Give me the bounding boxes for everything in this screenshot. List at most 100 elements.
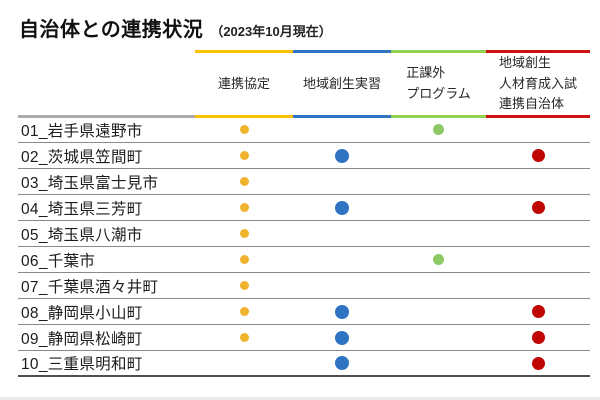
header-label-line: 連携協定 (217, 75, 270, 91)
entrance-exam-partner-mark-dot (531, 149, 545, 162)
cell-regional-internship (293, 143, 391, 168)
table-row: 02_茨城県笠間町 (18, 143, 590, 169)
municipality-label: 01_岩手県遠野市 (21, 122, 143, 140)
header-label-line: 地域創生 (498, 55, 551, 70)
table-row: 03_埼玉県富士見市 (18, 169, 590, 195)
municipality-label: 04_埼玉県三芳町 (21, 200, 143, 218)
regional-internship-mark-dot (335, 304, 349, 319)
header-label-extracurricular-program: 正課外 プログラム (406, 63, 471, 104)
regional-internship-mark-dot (335, 356, 349, 370)
cell-partnership-agreement (195, 195, 293, 220)
cell-entrance-exam-partner (486, 195, 590, 220)
page-title: 自治体との連携状況 （2023年10月現在） (19, 13, 332, 42)
cell-partnership-agreement (195, 273, 293, 298)
table-header-row: 連携協定 地域創生実習 正課外 プログラム 地域創生 人材育成入試 連携自治体 (18, 50, 590, 118)
cell-extracurricular-program (391, 117, 486, 142)
cell-entrance-exam-partner (486, 117, 590, 142)
table-row: 08_静岡県小山町 (18, 299, 590, 325)
header-label-line: 地域創生実習 (302, 75, 381, 91)
partnership-agreement-mark-dot (239, 203, 249, 212)
header-cell-regional-internship: 地域創生実習 (293, 50, 391, 118)
cell-partnership-agreement (195, 351, 293, 375)
title-date-note: （2023年10月現在） (210, 24, 332, 39)
cell-regional-internship (293, 221, 391, 246)
partnership-agreement-mark-dot (239, 307, 249, 316)
municipality-label: 09_静岡県松崎町 (21, 330, 143, 348)
cell-partnership-agreement (195, 143, 293, 168)
cell-entrance-exam-partner (486, 143, 590, 168)
cell-entrance-exam-partner (486, 351, 590, 375)
cell-regional-internship (293, 325, 391, 350)
table-row: 10_三重県明和町 (18, 351, 590, 377)
municipality-label: 10_三重県明和町 (21, 356, 143, 373)
header-label-line: 人材育成入試 (498, 75, 577, 91)
partnership-status-table: 連携協定 地域創生実習 正課外 プログラム 地域創生 人材育成入試 連携自治体 01_岩手県… (18, 50, 590, 377)
header-label-regional-internship: 地域創生実習 (303, 74, 381, 95)
cell-entrance-exam-partner (486, 299, 590, 324)
table-body: 01_岩手県遠野市 02_茨城県笠間町 03_埼玉県富士見市 04_埼玉県三芳町 05_… (18, 117, 590, 377)
cell-regional-internship (293, 273, 391, 298)
header-cell-municipality (18, 50, 195, 118)
table-row: 01_岩手県遠野市 (18, 117, 590, 143)
cell-regional-internship (293, 169, 391, 194)
cell-extracurricular-program (391, 143, 486, 168)
header-label-partnership-agreement: 連携協定 (218, 74, 270, 95)
entrance-exam-partner-mark-dot (531, 356, 545, 370)
header-cell-partnership-agreement: 連携協定 (195, 50, 293, 118)
cell-extracurricular-program (391, 169, 486, 194)
regional-internship-mark-dot (335, 330, 349, 345)
cell-extracurricular-program (391, 299, 486, 324)
table-row: 09_静岡県松崎町 (18, 325, 590, 351)
entrance-exam-partner-mark-dot (531, 305, 545, 318)
table-row: 06_千葉市 (18, 247, 590, 273)
partnership-agreement-mark-dot (239, 151, 249, 160)
cell-entrance-exam-partner (486, 221, 590, 246)
entrance-exam-partner-mark-dot (531, 331, 545, 344)
slide-bottom-edge (0, 397, 600, 400)
header-label-line: プログラム (406, 85, 471, 101)
partnership-agreement-mark-dot (239, 255, 249, 264)
title-text: 自治体との連携状況 (19, 19, 204, 41)
cell-partnership-agreement (195, 117, 293, 142)
municipality-label: 07_千葉県酒々井町 (21, 278, 159, 296)
partnership-agreement-mark-dot (239, 177, 249, 186)
header-label-line: 正課外 (406, 65, 446, 81)
cell-regional-internship (293, 351, 391, 375)
cell-regional-internship (293, 195, 391, 220)
regional-internship-mark-dot (335, 200, 349, 215)
cell-extracurricular-program (391, 273, 486, 298)
cell-regional-internship (293, 117, 391, 142)
partnership-agreement-mark-dot (239, 229, 249, 238)
partnership-agreement-mark-dot (239, 281, 249, 290)
municipality-label: 05_埼玉県八潮市 (21, 226, 143, 244)
cell-partnership-agreement (195, 325, 293, 350)
partnership-agreement-mark-dot (239, 125, 249, 134)
municipality-label: 02_茨城県笠間町 (21, 148, 143, 166)
partnership-agreement-mark-dot (239, 333, 249, 342)
extracurricular-program-mark-dot (433, 254, 444, 265)
cell-regional-internship (293, 299, 391, 324)
cell-extracurricular-program (391, 247, 486, 272)
cell-partnership-agreement (195, 247, 293, 272)
cell-entrance-exam-partner (486, 169, 590, 194)
cell-entrance-exam-partner (486, 273, 590, 298)
header-cell-extracurricular-program: 正課外 プログラム (391, 50, 486, 118)
cell-regional-internship (293, 247, 391, 272)
cell-extracurricular-program (391, 325, 486, 350)
cell-partnership-agreement (195, 299, 293, 324)
cell-extracurricular-program (391, 195, 486, 220)
cell-entrance-exam-partner (486, 247, 590, 272)
table-row: 04_埼玉県三芳町 (18, 195, 590, 221)
header-label-entrance-exam-partner: 地域創生人材育成入試 連携自治体 (499, 53, 577, 115)
header-label-line: 連携自治体 (498, 96, 564, 111)
cell-extracurricular-program (391, 351, 486, 375)
extracurricular-program-mark-dot (433, 124, 444, 135)
table-row: 05_埼玉県八潮市 (18, 221, 590, 247)
cell-entrance-exam-partner (486, 325, 590, 350)
table-row: 07_千葉県酒々井町 (18, 273, 590, 299)
municipality-label: 03_埼玉県富士見市 (21, 174, 159, 192)
entrance-exam-partner-mark-dot (531, 201, 545, 214)
cell-partnership-agreement (195, 169, 293, 194)
municipality-label: 08_静岡県小山町 (21, 304, 143, 322)
